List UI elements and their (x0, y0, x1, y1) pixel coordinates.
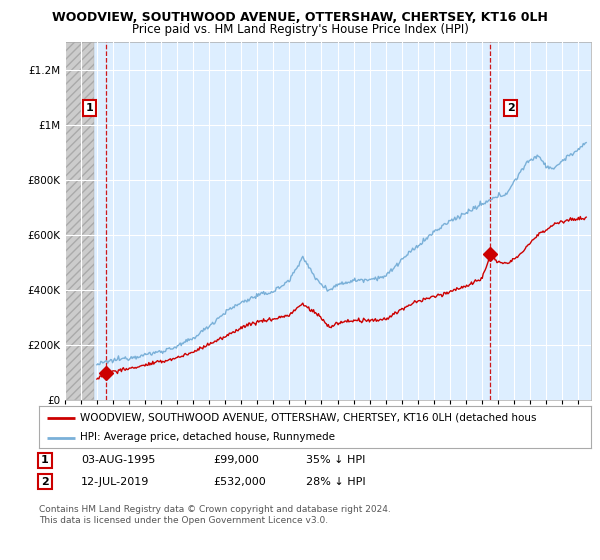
Text: Contains HM Land Registry data © Crown copyright and database right 2024.
This d: Contains HM Land Registry data © Crown c… (39, 505, 391, 525)
Text: 1: 1 (86, 103, 94, 113)
Text: 35% ↓ HPI: 35% ↓ HPI (306, 455, 365, 465)
Text: 12-JUL-2019: 12-JUL-2019 (81, 477, 149, 487)
Text: 03-AUG-1995: 03-AUG-1995 (81, 455, 155, 465)
Text: 2: 2 (507, 103, 515, 113)
Text: HPI: Average price, detached house, Runnymede: HPI: Average price, detached house, Runn… (80, 432, 335, 442)
Text: 2: 2 (41, 477, 49, 487)
Text: WOODVIEW, SOUTHWOOD AVENUE, OTTERSHAW, CHERTSEY, KT16 0LH (detached hous: WOODVIEW, SOUTHWOOD AVENUE, OTTERSHAW, C… (80, 413, 537, 423)
Text: 1: 1 (41, 455, 49, 465)
Text: Price paid vs. HM Land Registry's House Price Index (HPI): Price paid vs. HM Land Registry's House … (131, 22, 469, 36)
Text: WOODVIEW, SOUTHWOOD AVENUE, OTTERSHAW, CHERTSEY, KT16 0LH: WOODVIEW, SOUTHWOOD AVENUE, OTTERSHAW, C… (52, 11, 548, 25)
Text: £532,000: £532,000 (213, 477, 266, 487)
Text: £99,000: £99,000 (213, 455, 259, 465)
Text: 28% ↓ HPI: 28% ↓ HPI (306, 477, 365, 487)
